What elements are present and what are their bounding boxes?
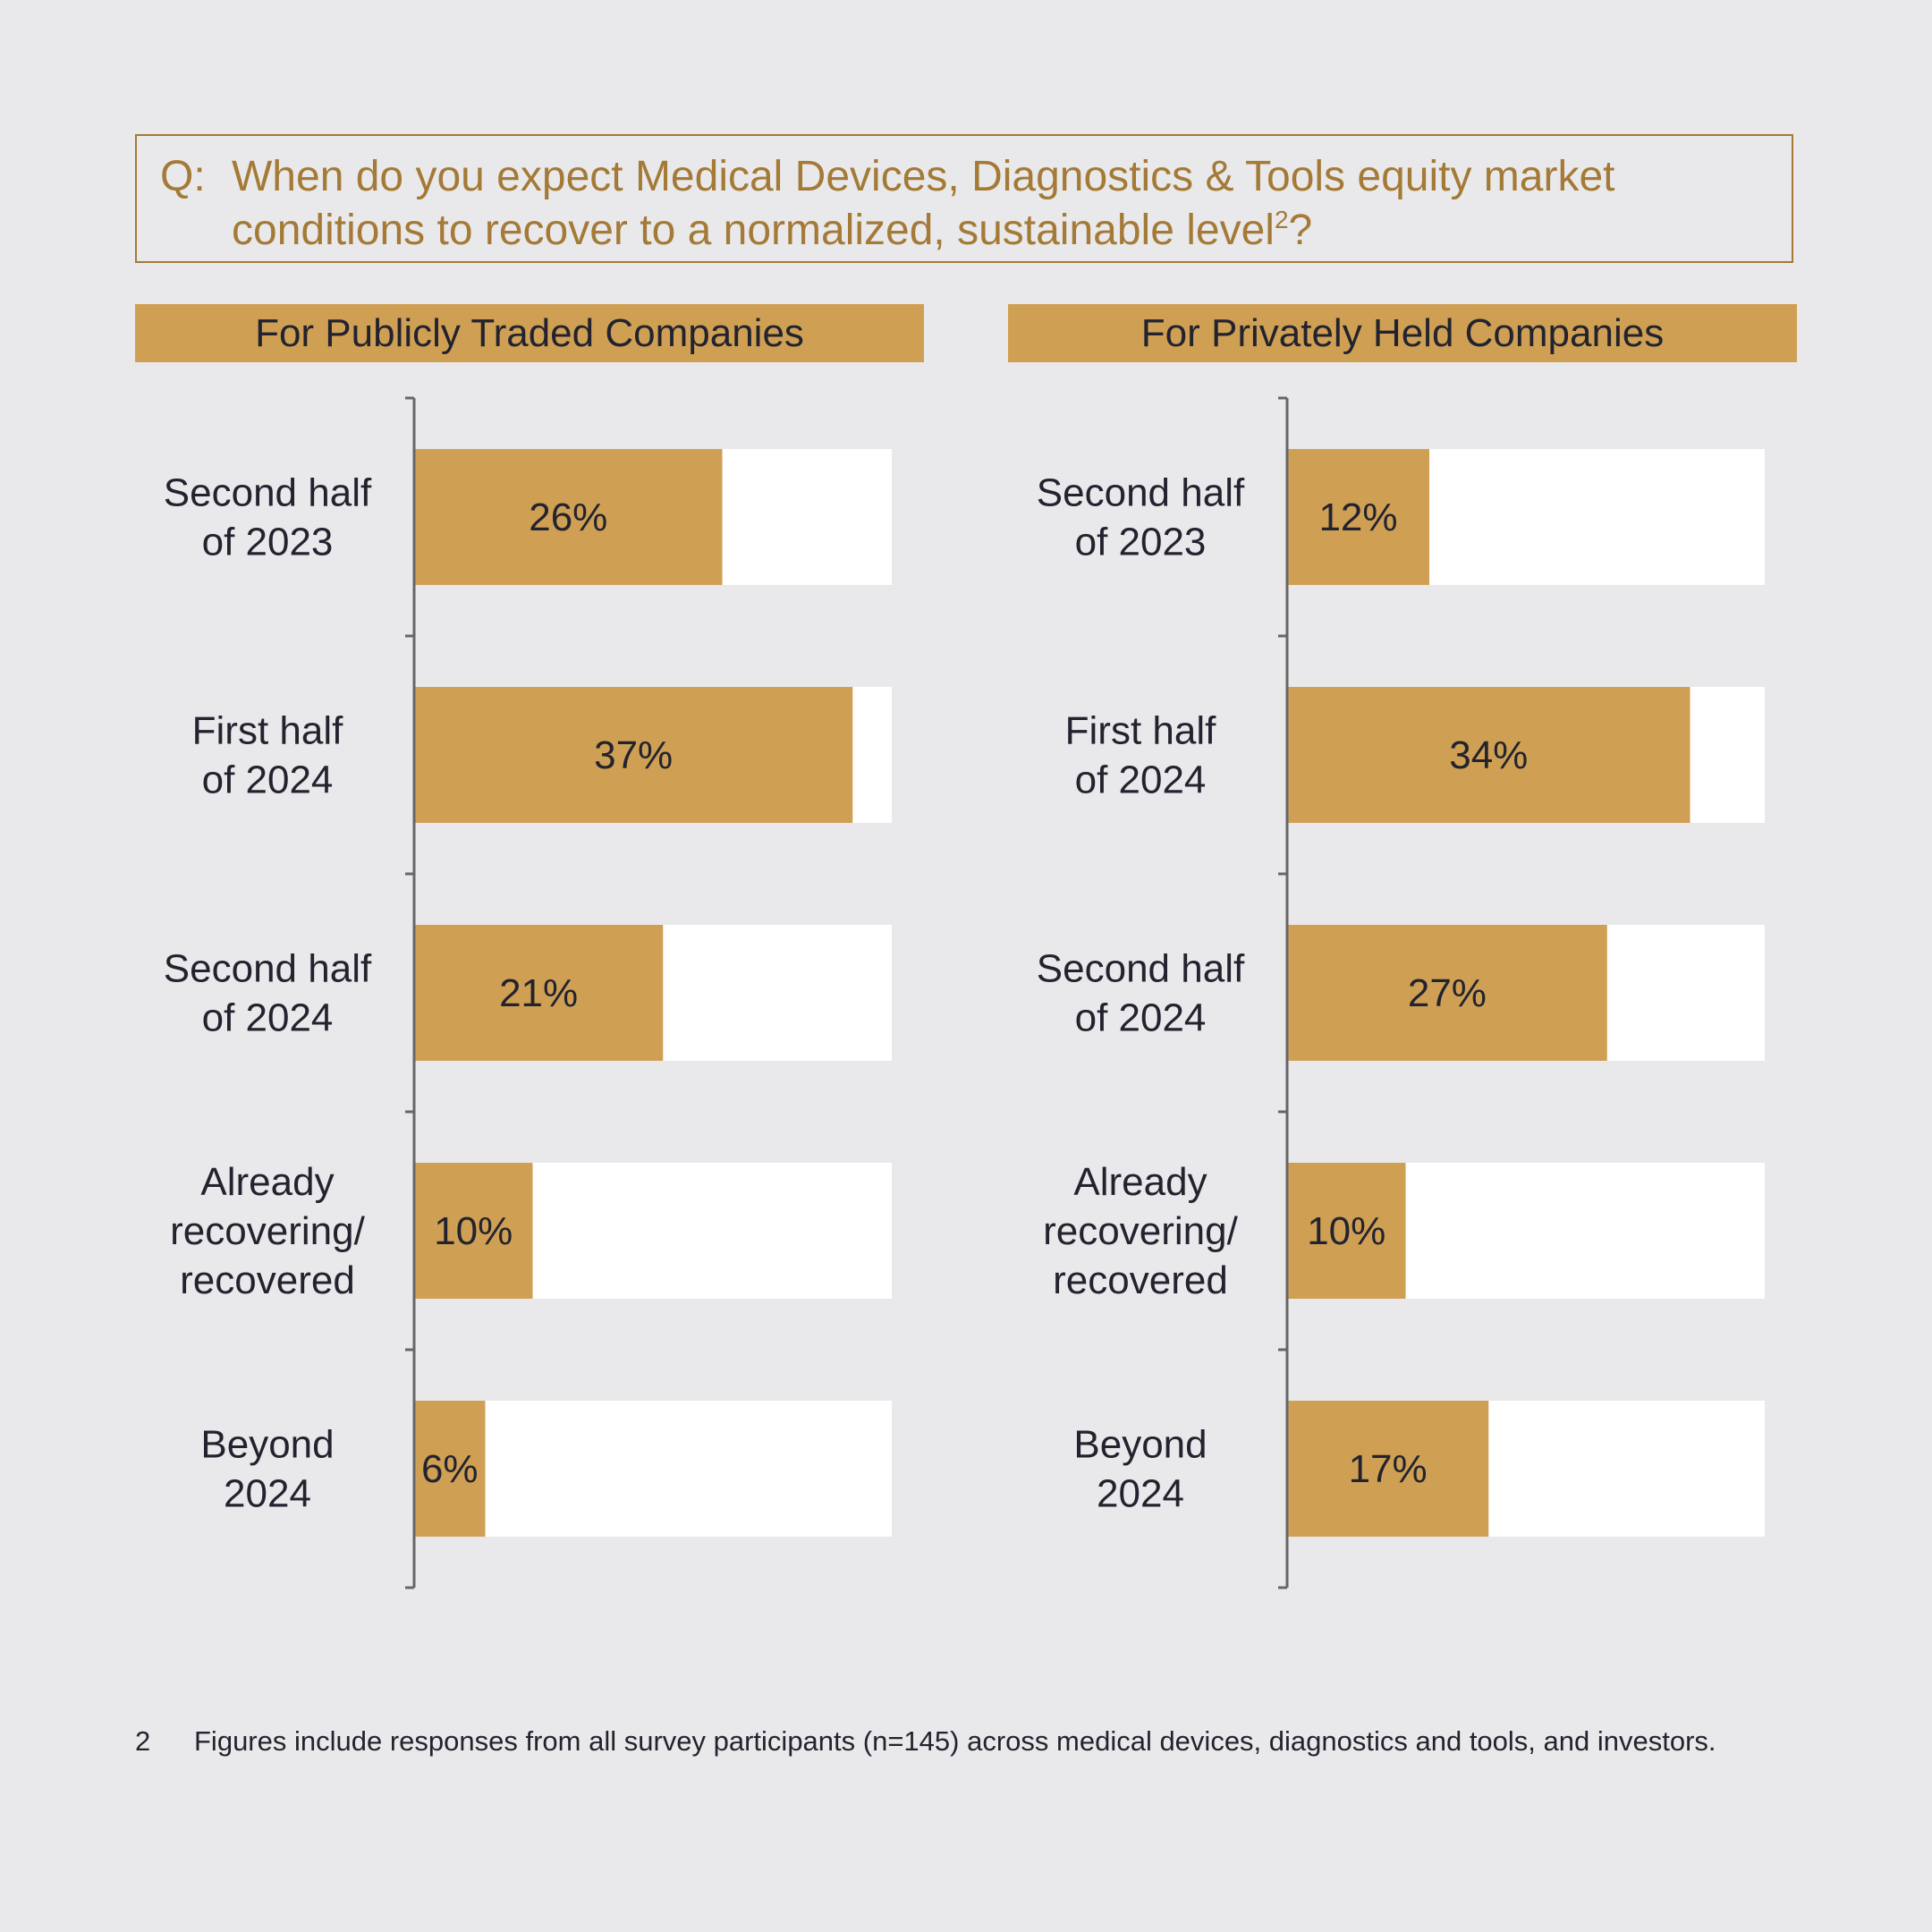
public-companies-header: For Publicly Traded Companies [135,304,924,362]
private-value-label-2: 34% [1449,733,1528,777]
footnote-text: Figures include responses from all surve… [194,1725,1716,1757]
public-value-label-3: 21% [499,971,578,1015]
category-label-line: Second half [1037,471,1245,515]
public-category-label-2: First half of 2024 [192,709,343,802]
category-label-line: of 2024 [202,996,334,1040]
category-label-line: of 2023 [1075,521,1207,564]
private-bar-3 [1287,925,1607,1061]
question-prefix: Q: [160,153,206,200]
public-value-label-4: 10% [434,1209,513,1253]
category-label-line: of 2024 [1075,996,1207,1040]
category-label-line: Already [1073,1160,1207,1204]
category-label-line: Beyond [200,1423,334,1467]
private-bar-4 [1287,1163,1406,1299]
public-category-label-1: Second half of 2023 [164,471,372,564]
private-category-label-1: Second half of 2023 [1037,471,1245,564]
footnote-reference: 2 [1274,206,1289,233]
question-box: Q: When do you expect Medical Devices, D… [135,134,1793,263]
private-value-label-3: 27% [1408,971,1487,1015]
public-value-label-2: 37% [594,733,673,777]
category-label-line: of 2024 [1075,758,1207,802]
category-label-line: recovered [180,1258,355,1302]
category-label-line: Second half [164,471,372,515]
public-category-label-4: Already recovering/recovered [170,1160,365,1302]
private-category-label-4: Already recovering/recovered [1043,1160,1238,1302]
category-label-line: Already [200,1160,334,1204]
public-category-label-3: Second half of 2024 [164,947,372,1040]
public-category-label-5: Beyond 2024 [200,1423,334,1516]
category-label-line: of 2024 [202,758,334,802]
private-value-label-5: 17% [1349,1447,1428,1491]
question-body: When do you expect Medical Devices, Diag… [232,153,1615,254]
public-bar-2 [414,687,853,823]
private-category-label-5: Beyond 2024 [1073,1423,1207,1516]
public-bar-4 [414,1163,533,1299]
public-bar-5 [414,1401,486,1537]
private-value-label-1: 12% [1318,496,1397,539]
category-label-line: Second half [1037,947,1245,991]
category-label-line: First half [1065,709,1216,753]
question-suffix: ? [1288,207,1313,254]
private-companies-header: For Privately Held Companies [1008,304,1797,362]
category-label-line: First half [192,709,343,753]
category-label-line: 2024 [224,1472,311,1516]
public-bar-track-5 [414,1401,892,1537]
category-label-line: recovering/ [1043,1209,1238,1253]
category-label-line: of 2023 [202,521,334,564]
category-label-line: Second half [164,947,372,991]
private-category-label-2: First half of 2024 [1065,709,1216,802]
public-value-label-5: 6% [421,1447,479,1491]
public-bar-1 [414,449,723,585]
footnote-number: 2 [135,1725,151,1757]
private-value-label-4: 10% [1307,1209,1385,1253]
private-bar-5 [1287,1401,1489,1537]
private-bar-2 [1287,687,1690,823]
private-category-label-3: Second half of 2024 [1037,947,1245,1040]
public-bar-3 [414,925,664,1061]
category-label-line: recovered [1053,1258,1228,1302]
public-value-label-1: 26% [529,496,607,539]
question-text: When do you expect Medical Devices, Diag… [232,150,1770,258]
category-label-line: Beyond [1073,1423,1207,1467]
category-label-line: recovering/ [170,1209,365,1253]
private-bar-1 [1287,449,1430,585]
category-label-line: 2024 [1097,1472,1184,1516]
